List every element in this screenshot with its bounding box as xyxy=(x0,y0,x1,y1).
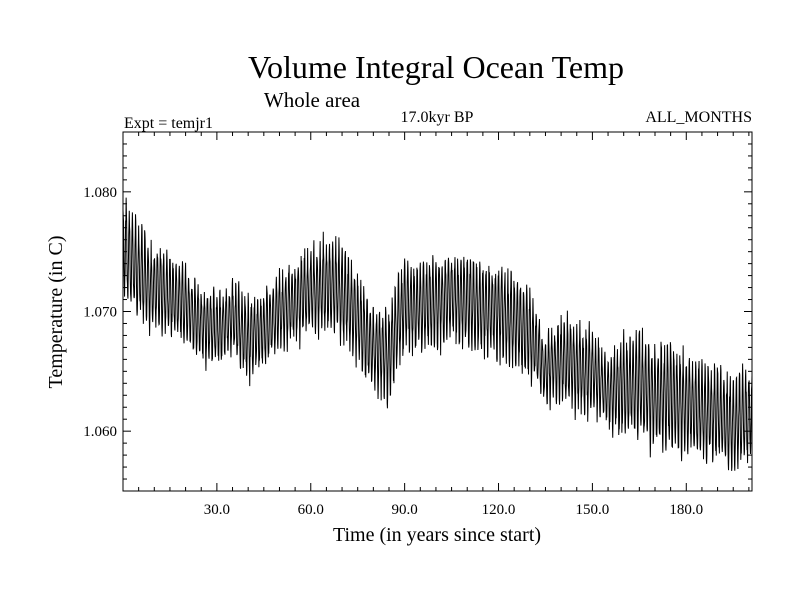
chart-subtitle: Whole area xyxy=(264,88,361,112)
chart-title: Volume Integral Ocean Temp xyxy=(248,49,624,85)
data-series-line xyxy=(122,197,753,471)
x-axis-label: Time (in years since start) xyxy=(333,524,541,546)
y-axis-label: Temperature (in C) xyxy=(45,236,67,389)
x-tick-label: 60.0 xyxy=(298,502,324,518)
x-tick-label: 150.0 xyxy=(576,502,610,518)
x-tick-label: 120.0 xyxy=(482,502,516,518)
months-label: ALL_MONTHS xyxy=(645,109,752,126)
x-tick-label: 90.0 xyxy=(392,502,418,518)
y-tick-label: 1.070 xyxy=(83,305,117,321)
x-tick-label: 30.0 xyxy=(204,502,230,518)
y-tick-label: 1.080 xyxy=(83,185,117,201)
period-label: 17.0kyr BP xyxy=(401,109,474,126)
y-tick-label: 1.060 xyxy=(83,424,117,440)
expt-label: Expt = temjr1 xyxy=(124,115,213,132)
x-tick-label: 180.0 xyxy=(669,502,703,518)
